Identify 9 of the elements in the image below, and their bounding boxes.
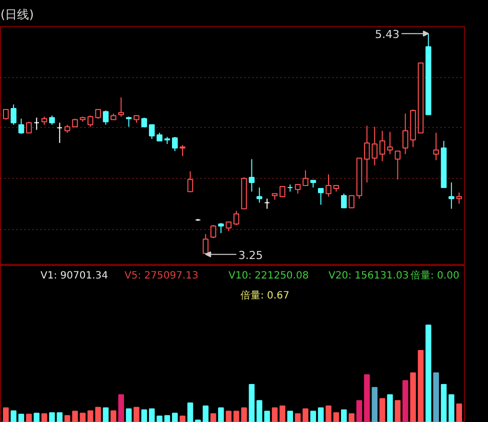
annotation: 5.43 (375, 28, 400, 42)
annotation: 3.25 (238, 248, 263, 262)
text: V1: 90701.34 (40, 270, 108, 282)
text: V5: 275097.13 (124, 270, 198, 282)
chart-title: (日线) (0, 8, 34, 22)
text: 倍量: 0.00 (410, 270, 460, 282)
text: V20: 156131.03 (328, 270, 409, 282)
text: 倍量: 0.67 (240, 290, 290, 302)
text: V10: 221250.08 (228, 270, 309, 282)
